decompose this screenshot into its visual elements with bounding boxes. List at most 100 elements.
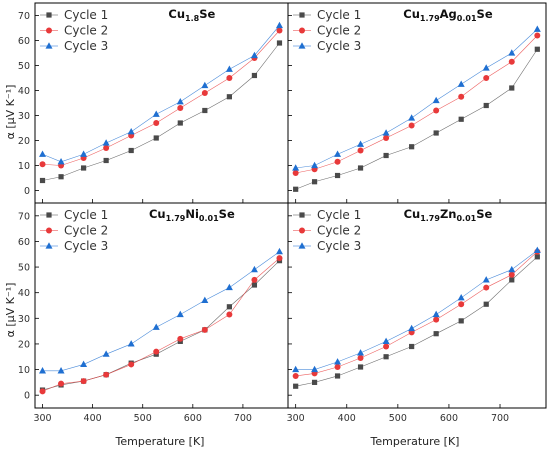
y-tick-label: 10 [18,365,30,376]
legend-label: Cycle 3 [317,39,361,53]
data-point-circle [483,75,490,81]
data-point-square [251,72,258,79]
data-point-triangle [311,365,319,373]
x-tick-label: 400 [84,413,102,424]
data-point-triangle [508,265,516,273]
data-point-triangle [152,323,160,330]
data-point-square [458,318,464,324]
data-point-triangle [508,49,516,56]
data-point-square [409,144,415,150]
y-axis-title-bottom: α [μV K⁻¹] [4,283,17,338]
data-point-square [334,172,341,179]
title-part: Cu [404,207,421,221]
data-point-circle [276,27,283,34]
data-point-triangle [57,157,65,165]
series-line-cycle-1 [295,256,538,387]
data-point-triangle [176,310,184,318]
data-point-triangle [482,276,490,283]
data-point-triangle [80,360,88,368]
y-axis-title-top: α [μV K⁻¹] [4,85,17,140]
data-point-circle [534,32,541,39]
data-point-circle [177,335,184,342]
data-point-square [128,147,134,154]
title-subscript: 0.01 [199,214,219,223]
data-point-circle [251,276,258,283]
legend-marker-square [299,212,305,218]
title-part: Cu [403,7,420,21]
data-point-circle [334,364,341,370]
title-part: Cu [149,207,166,221]
y-tick-label: 20 [18,339,30,350]
data-point-triangle [357,349,365,356]
data-point-circle [383,135,390,141]
data-point-circle [292,170,299,176]
data-point-circle [39,161,46,168]
x-tick-label: 500 [134,413,152,424]
data-point-circle [177,105,184,111]
legend-label: Cycle 2 [317,224,361,238]
data-point-circle [334,158,341,165]
data-point-circle [153,120,160,126]
data-point-square [433,130,439,136]
title-part: Se [477,7,493,21]
data-point-square [458,116,464,122]
legend-marker-circle [46,27,52,34]
data-point-square [357,165,364,171]
data-point-circle [357,147,364,154]
y-tick-label: 70 [18,11,30,22]
data-point-square [276,40,283,46]
title-subscript: 1.79 [420,214,440,223]
legend-marker-circle [299,27,305,34]
data-point-square [433,331,439,337]
y-tick-label: 30 [18,111,30,122]
data-point-triangle [311,161,319,169]
data-point-triangle [408,324,416,332]
data-point-triangle [334,150,342,157]
data-point-triangle [201,81,209,89]
y-tick-label: 40 [18,288,30,299]
title-subscript: 0.01 [456,214,476,223]
x-tick-label: 600 [184,413,202,424]
data-point-triangle [80,150,88,157]
legend-marker-circle [46,227,52,234]
y-tick-label: 70 [18,211,30,222]
legend-marker-square [299,12,305,18]
series-line-cycle-1 [295,49,538,190]
data-point-triangle [102,350,110,357]
legend-marker-triangle [45,42,53,49]
data-point-square [39,177,46,184]
data-point-square [483,301,489,307]
data-point-square [80,165,87,171]
x-tick-label: 300 [287,413,305,424]
series-line-cycle-2 [295,35,538,174]
title-subscript: 1.79 [420,14,440,23]
x-axis-title-left: Temperature [K] [115,435,205,448]
data-point-square [58,174,64,180]
data-point-square [357,364,364,370]
title-part: Ag [440,7,457,21]
y-tick-label: 50 [18,61,30,72]
series-line-cycle-3 [42,251,280,372]
data-point-square [153,135,159,141]
data-point-triangle [457,294,465,301]
data-point-circle [153,348,160,355]
y-tick-label: 0 [24,391,30,402]
data-point-triangle [292,365,300,373]
data-point-square [293,383,299,389]
y-tick-label: 20 [18,136,30,147]
data-point-circle [39,388,46,395]
data-point-square [534,46,540,52]
legend-marker-triangle [45,242,53,249]
data-point-square [251,282,258,288]
data-point-triangle [292,164,300,171]
data-point-circle [383,343,390,350]
data-point-square [311,179,318,185]
y-tick-label: 50 [18,263,30,274]
data-point-triangle [382,129,390,136]
data-point-circle [433,107,440,114]
title-part: Se [219,207,235,221]
data-point-square [177,120,183,126]
data-point-triangle [152,110,160,117]
